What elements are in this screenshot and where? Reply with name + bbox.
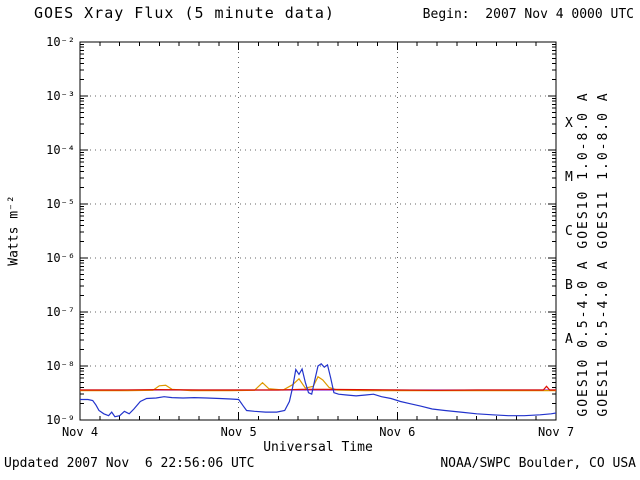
svg-text:C: C (565, 224, 573, 239)
updated-timestamp: Updated 2007 Nov 6 22:56:06 UTC (4, 456, 255, 471)
svg-text:10⁻⁹: 10⁻⁹ (46, 413, 75, 427)
source-credit: NOAA/SWPC Boulder, CO USA (440, 456, 636, 471)
svg-text:10⁻⁴: 10⁻⁴ (46, 143, 75, 157)
svg-text:10⁻⁸: 10⁻⁸ (46, 359, 75, 373)
page-title: GOES Xray Flux (5 minute data) (34, 4, 335, 22)
svg-text:10⁻⁷: 10⁻⁷ (46, 305, 75, 319)
svg-text:10⁻⁵: 10⁻⁵ (46, 197, 75, 211)
svg-text:Nov 7: Nov 7 (538, 425, 574, 439)
series-legend: GOES10 1.0-8.0 A GOES11 1.0-8.0 A GOES10 0… (576, 91, 611, 416)
legend-label-GOES10-1.0-8.0-A: GOES10 1.0-8.0 A (576, 91, 591, 248)
flare-class-labels: X M C B A (565, 116, 573, 347)
series-lines (80, 363, 556, 418)
series-line-GOES11-0.5-4.0-A (80, 363, 556, 418)
svg-text:X: X (565, 116, 573, 131)
svg-text:Nov 5: Nov 5 (221, 425, 257, 439)
svg-text:Nov 6: Nov 6 (379, 425, 415, 439)
legend-label-GOES10-0.5-4.0-A: GOES10 0.5-4.0 A (576, 259, 591, 416)
svg-text:10⁻³: 10⁻³ (46, 89, 75, 103)
y-tick-labels: 10⁻² 10⁻³ 10⁻⁴ 10⁻⁵ 10⁻⁶ 10⁻⁷ 10⁻⁸ 10⁻⁹ (46, 35, 75, 427)
series-line-GOES11-1.0-8.0-A (80, 385, 556, 391)
plot-border (79, 41, 557, 421)
svg-text:10⁻⁶: 10⁻⁶ (46, 251, 75, 265)
legend-label-GOES11-1.0-8.0-A: GOES11 1.0-8.0 A (596, 91, 611, 248)
svg-text:10⁻²: 10⁻² (46, 35, 75, 49)
x-axis-label: Universal Time (263, 440, 373, 455)
series-line-GOES10-0.5-4.0-A (80, 375, 556, 392)
axis-ticks (79, 41, 557, 421)
svg-text:A: A (565, 332, 573, 347)
svg-text:M: M (565, 170, 573, 185)
svg-text:Nov 4: Nov 4 (62, 425, 98, 439)
gridlines (80, 42, 556, 420)
x-tick-labels: Nov 4 Nov 5 Nov 6 Nov 7 (62, 425, 574, 439)
begin-time-label: Begin: 2007 Nov 4 0000 UTC (422, 7, 634, 22)
svg-text:B: B (565, 278, 573, 293)
legend-label-GOES11-0.5-4.0-A: GOES11 0.5-4.0 A (596, 259, 611, 416)
